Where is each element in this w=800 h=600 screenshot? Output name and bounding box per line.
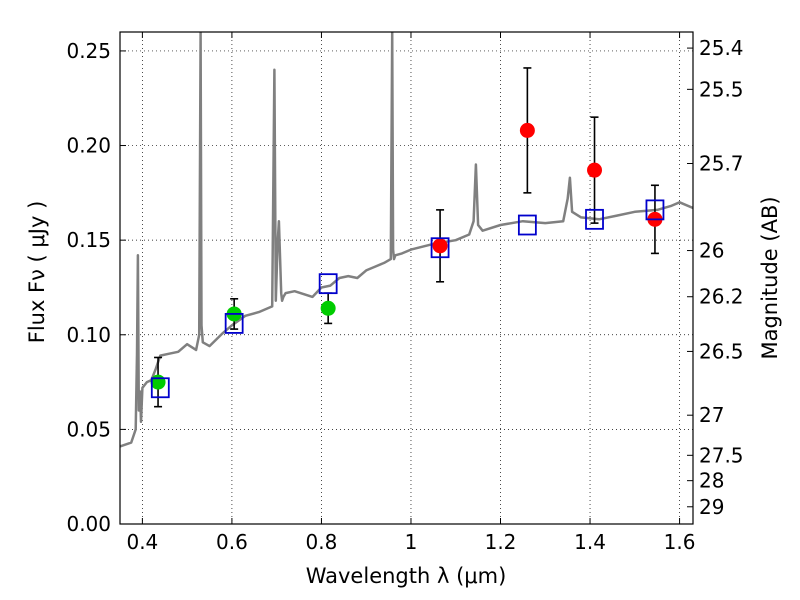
right-tick-label: 26 — [699, 239, 724, 263]
x-tick-label: 1.2 — [485, 530, 517, 554]
x-tick-label: 0.8 — [306, 530, 338, 554]
circle-marker — [320, 300, 336, 316]
spectrum-line — [120, 32, 693, 448]
model-spectrum — [120, 32, 693, 448]
x-tick-label: 0.4 — [126, 530, 158, 554]
square-marker — [318, 273, 338, 295]
x-tick-label: 1.4 — [574, 530, 606, 554]
right-tick-label: 27.5 — [699, 443, 744, 467]
right-tick-label: 27 — [699, 403, 724, 427]
photometry-markers — [150, 67, 665, 408]
right-tick-label: 25.5 — [699, 77, 744, 101]
right-tick-label: 29 — [699, 495, 724, 519]
x-axis-label: Wavelength λ (μm) — [306, 564, 507, 588]
grid — [120, 32, 693, 525]
x-tick-label: 1 — [405, 530, 418, 554]
right-tick-label: 25.4 — [699, 36, 744, 60]
square-marker — [517, 214, 537, 236]
y-axis-label: Flux Fν ( μJy ) — [25, 201, 49, 344]
x-tick-label: 1.6 — [664, 530, 696, 554]
square-marker — [430, 237, 450, 259]
circle-marker — [150, 374, 166, 390]
y-tick-label: 0.15 — [66, 228, 111, 252]
y-tick-label: 0.00 — [66, 512, 111, 536]
square-marker — [150, 377, 170, 399]
circle-marker — [587, 162, 603, 178]
circle-marker — [519, 122, 535, 138]
x-tick-label: 0.6 — [216, 530, 248, 554]
y-tick-label: 0.20 — [66, 134, 111, 158]
axis-ticks: 0.4 0.6 0.8 1 1.2 1.4 1.6 0.00 0.05 0.10 0.15 0.20 0… — [66, 32, 744, 554]
y-tick-label: 0.05 — [66, 417, 111, 441]
right-tick-label: 28 — [699, 469, 724, 493]
y-tick-label: 0.10 — [66, 323, 111, 347]
square-marker — [224, 313, 244, 334]
right-tick-label: 25.7 — [699, 152, 744, 176]
square-marker — [585, 208, 604, 230]
circle-marker — [432, 238, 448, 254]
square-marker — [645, 199, 665, 221]
plot-frame — [119, 31, 694, 525]
y-tick-label: 0.25 — [66, 39, 111, 63]
right-tick-label: 26.5 — [699, 339, 744, 363]
right-axis-label: Magnitude (AB) — [758, 196, 782, 359]
right-tick-label: 26.2 — [699, 285, 744, 309]
